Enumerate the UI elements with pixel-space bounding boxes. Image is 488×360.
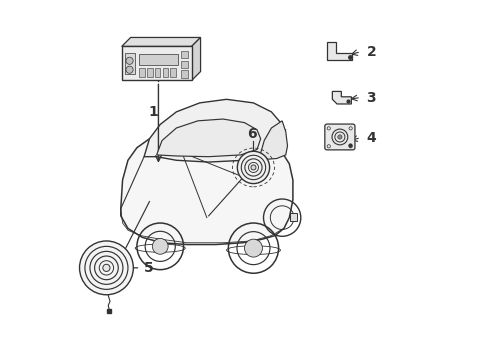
Polygon shape (191, 37, 200, 81)
Bar (181, 61, 187, 68)
Circle shape (250, 165, 255, 170)
Bar (154, 68, 160, 77)
Bar (162, 68, 168, 77)
Polygon shape (122, 37, 200, 46)
Polygon shape (260, 121, 287, 159)
Text: 1: 1 (148, 105, 158, 119)
Polygon shape (326, 42, 351, 60)
Text: 2: 2 (366, 45, 375, 59)
Text: 6: 6 (246, 127, 256, 140)
Bar (139, 54, 178, 66)
Circle shape (102, 264, 110, 271)
Text: 4: 4 (366, 131, 375, 145)
Bar (170, 68, 176, 77)
Circle shape (244, 239, 262, 257)
Polygon shape (121, 128, 292, 244)
Text: 3: 3 (366, 90, 375, 104)
Circle shape (337, 135, 341, 139)
Bar (122, 46, 191, 81)
Circle shape (152, 238, 168, 254)
Polygon shape (156, 119, 260, 157)
Circle shape (126, 57, 133, 64)
Circle shape (80, 241, 133, 295)
Bar (146, 68, 152, 77)
Circle shape (126, 66, 133, 73)
FancyBboxPatch shape (324, 124, 354, 150)
Bar (139, 68, 144, 77)
Circle shape (237, 151, 269, 184)
Polygon shape (332, 91, 351, 104)
Bar (181, 71, 187, 78)
Bar (290, 213, 296, 221)
Polygon shape (144, 99, 285, 162)
Bar (181, 51, 187, 58)
Bar (124, 53, 134, 74)
Text: 5: 5 (144, 261, 154, 275)
